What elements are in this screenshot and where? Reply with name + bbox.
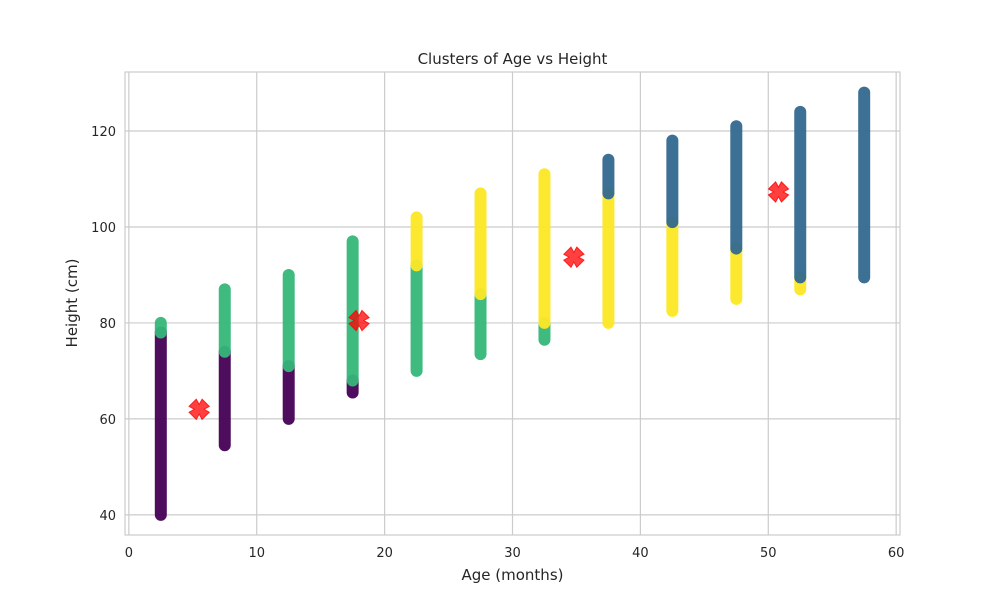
x-tick-label: 40 [632, 546, 649, 561]
centroid-marker-cluster-1 [767, 181, 790, 203]
data-points [154, 86, 871, 521]
tick-labels: 0 10 20 30 40 50 60 40 60 80 100 120 [91, 125, 904, 561]
centroid-marker-cluster-0 [188, 398, 211, 421]
grid-lines [125, 72, 900, 535]
y-tick-label: 100 [91, 221, 116, 236]
y-axis-title: Height (cm) [63, 259, 81, 348]
y-tick-label: 60 [99, 413, 116, 428]
centroid-markers [188, 181, 790, 421]
centroid-marker-cluster-2 [348, 309, 370, 332]
x-axis-title: Age (months) [462, 566, 564, 584]
x-tick-label: 20 [376, 546, 393, 561]
y-tick-label: 120 [91, 125, 116, 140]
x-tick-label: 30 [504, 546, 521, 561]
x-tick-label: 10 [248, 546, 265, 561]
x-tick-label: 0 [125, 546, 133, 561]
x-tick-label: 60 [888, 546, 905, 561]
x-tick-label: 50 [760, 546, 777, 561]
y-tick-label: 40 [99, 509, 116, 524]
y-tick-label: 80 [99, 317, 116, 332]
axes-frame [124, 71, 901, 536]
chart-title: Clusters of Age vs Height [418, 50, 608, 68]
centroid-marker-cluster-3 [562, 246, 585, 269]
